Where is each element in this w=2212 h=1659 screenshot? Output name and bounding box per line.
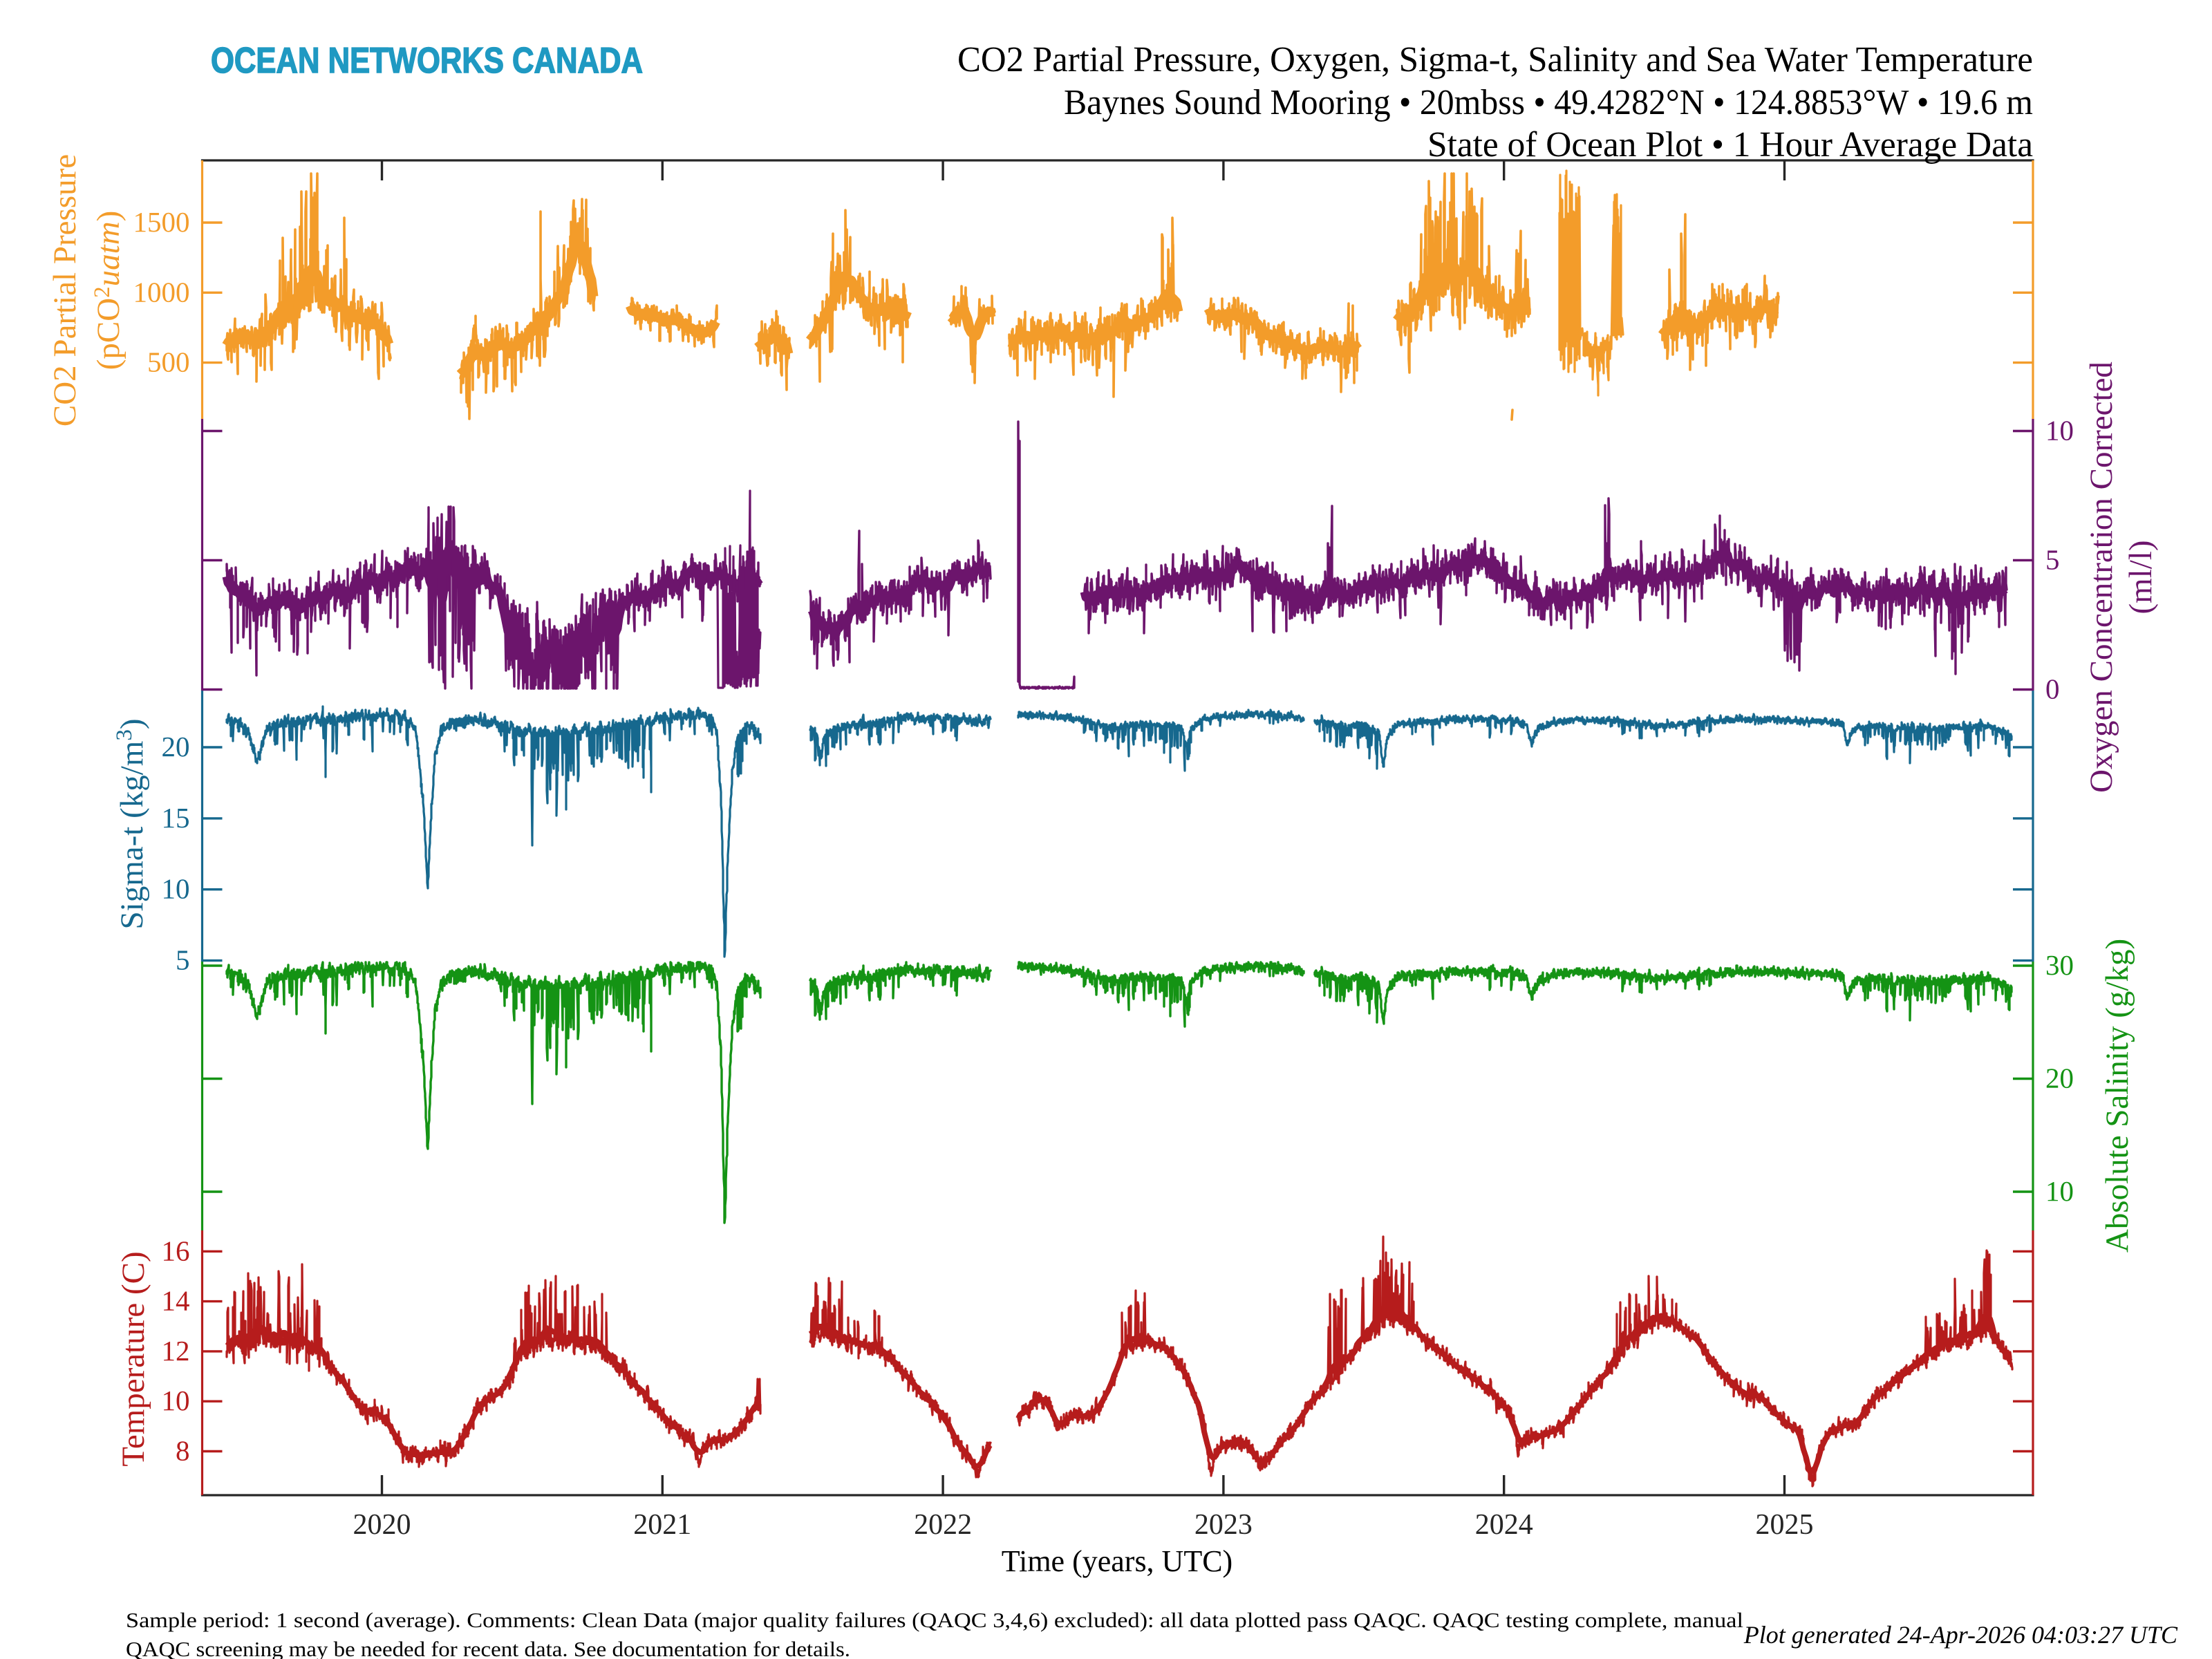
svg-text:5: 5 (2045, 544, 2060, 576)
svg-text:Absolute Salinity (g/kg): Absolute Salinity (g/kg) (2099, 939, 2135, 1253)
svg-text:20: 20 (162, 731, 190, 762)
svg-text:State of Ocean Plot • 1 Hour A: State of Ocean Plot • 1 Hour Average Dat… (1427, 125, 2033, 165)
svg-text:0: 0 (2045, 673, 2060, 705)
svg-text:8: 8 (176, 1435, 190, 1467)
svg-text:2020: 2020 (353, 1509, 411, 1541)
svg-text:CO2 Partial Pressure: CO2 Partial Pressure (47, 154, 83, 427)
svg-text:1500: 1500 (133, 206, 190, 238)
svg-text:10: 10 (162, 873, 190, 905)
svg-text:14: 14 (162, 1285, 190, 1317)
svg-text:(pCO2uatm): (pCO2uatm) (90, 211, 126, 371)
svg-text:12: 12 (162, 1335, 190, 1367)
svg-text:2022: 2022 (914, 1509, 972, 1541)
svg-text:Sigma-t (kg/m3): Sigma-t (kg/m3) (112, 719, 150, 930)
svg-text:Plot generated 24-Apr-2026 04:: Plot generated 24-Apr-2026 04:03:27 UTC (1743, 1621, 2178, 1649)
svg-text:1000: 1000 (133, 276, 190, 308)
svg-text:10: 10 (162, 1385, 190, 1416)
svg-text:(ml/l): (ml/l) (2123, 540, 2159, 614)
svg-text:Oxygen Concentration Corrected: Oxygen Concentration Corrected (2083, 362, 2119, 793)
svg-text:2024: 2024 (1475, 1509, 1533, 1541)
svg-text:Time (years, UTC): Time (years, UTC) (1002, 1544, 1232, 1578)
svg-text:5: 5 (176, 944, 190, 976)
svg-text:Baynes Sound Mooring • 20mbss: Baynes Sound Mooring • 20mbss • 49.4282°… (1064, 83, 2033, 122)
svg-text:2025: 2025 (1756, 1509, 1814, 1541)
svg-text:Temperature (C): Temperature (C) (115, 1251, 151, 1466)
svg-text:QAQC screening may be needed f: QAQC screening may be needed for recent … (126, 1638, 850, 1659)
svg-text:30: 30 (2045, 949, 2074, 981)
svg-text:10: 10 (2045, 415, 2074, 447)
svg-text:2023: 2023 (1194, 1509, 1253, 1541)
svg-text:20: 20 (2045, 1062, 2074, 1094)
svg-text:2021: 2021 (633, 1509, 691, 1541)
svg-text:15: 15 (162, 802, 190, 834)
svg-text:CO2 Partial Pressure, Oxygen,: CO2 Partial Pressure, Oxygen, Sigma-t, S… (957, 40, 2033, 79)
svg-text:Sample period: 1 second (avera: Sample period: 1 second (average). Comme… (126, 1609, 1743, 1632)
svg-text:16: 16 (162, 1235, 190, 1266)
svg-text:10: 10 (2045, 1175, 2074, 1207)
svg-text:OCEAN NETWORKS CANADA: OCEAN NETWORKS CANADA (211, 41, 643, 81)
svg-text:500: 500 (147, 346, 190, 378)
